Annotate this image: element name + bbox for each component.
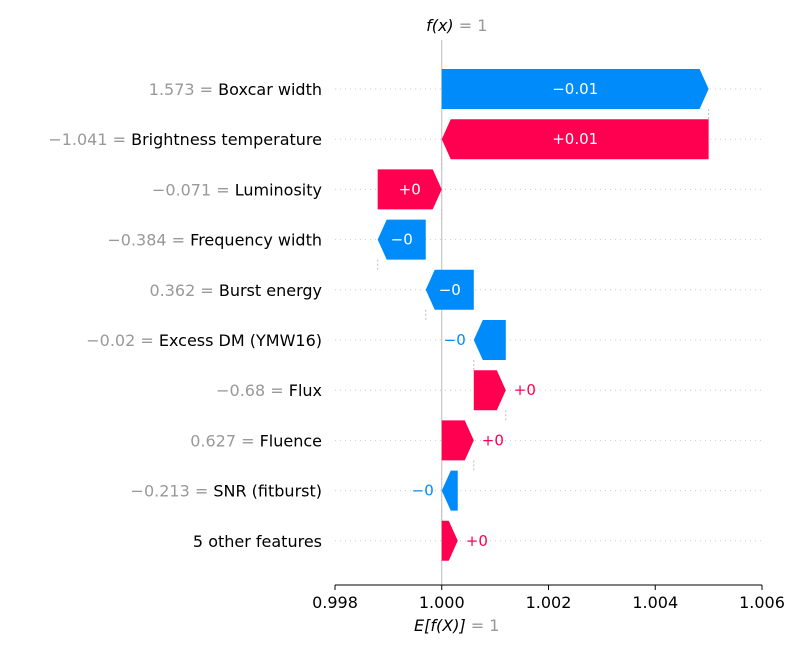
bar-value-label: +0 — [482, 431, 504, 449]
feature-name: Fluence — [260, 431, 322, 450]
feature-value: 0.627 = — [190, 431, 259, 450]
feature-label: 0.627 = Fluence — [190, 431, 322, 450]
feature-value: −1.041 = — [48, 130, 131, 149]
feature-name: Frequency width — [190, 231, 322, 250]
x-tick-label: 1.002 — [526, 593, 572, 612]
base-value-annotation: E[f(X)] = 1 — [414, 616, 499, 635]
bar-fluence — [441, 420, 474, 461]
feature-label: −1.041 = Brightness temperature — [48, 130, 322, 149]
feature-label: −0.02 = Excess DM (YMW16) — [86, 331, 322, 350]
bar-value-label: −0 — [391, 231, 413, 249]
bar-value-label: +0.01 — [552, 130, 598, 148]
feature-label: −0.384 = Frequency width — [107, 231, 322, 250]
bar-boxcar-width — [441, 69, 709, 109]
feature-name: Excess DM (YMW16) — [159, 331, 322, 350]
x-tick-label: 1.006 — [739, 593, 785, 612]
bars: −0.01 +0.01 +0 −0 −0 −0 +0 +0 −0 +0 — [377, 69, 710, 561]
bar-value-label: −0 — [439, 281, 461, 299]
feature-label: 5 other features — [193, 532, 322, 551]
feature-value: −0.213 = — [131, 482, 214, 501]
feature-name: SNR (fitburst) — [213, 482, 322, 501]
feature-value: −0.384 = — [107, 231, 190, 250]
feature-label: 0.362 = Burst energy — [149, 281, 322, 300]
feature-value: −0.68 = — [216, 381, 289, 400]
feature-value: 1.573 = — [149, 80, 218, 99]
bar-luminosity — [377, 169, 442, 210]
bar-burst-energy — [425, 269, 474, 310]
bar-snr-fitburst- — [441, 470, 458, 511]
x-tick-label: 1.004 — [632, 593, 678, 612]
feature-value: 0.362 = — [149, 281, 218, 300]
feature-name: Flux — [289, 381, 322, 400]
feature-label: 1.573 = Boxcar width — [149, 80, 322, 99]
feature-name: Luminosity — [235, 180, 322, 199]
x-tick-label: 1.000 — [419, 593, 465, 612]
bar-brightness-temperature — [441, 119, 709, 160]
feature-value: −0.02 = — [86, 331, 159, 350]
bar-flux — [473, 370, 506, 411]
bar-5-other-features — [441, 520, 458, 561]
feature-label: −0.213 = SNR (fitburst) — [131, 482, 322, 501]
feature-name: Burst energy — [219, 281, 322, 300]
x-axis: 0.998 1.000 1.002 1.004 1.006 — [312, 584, 785, 612]
bar-value-label: −0 — [444, 331, 466, 349]
bar-excess-dm-ymw16- — [473, 320, 506, 360]
feature-label: −0.071 = Luminosity — [152, 180, 322, 199]
bar-value-label: −0.01 — [552, 80, 598, 98]
feature-labels: 1.573 = Boxcar width −1.041 = Brightness … — [48, 80, 322, 551]
feature-label: −0.68 = Flux — [216, 381, 322, 400]
x-tick-label: 0.998 — [312, 593, 358, 612]
feature-name: 5 other features — [193, 532, 322, 551]
bar-value-label: +0 — [514, 381, 536, 399]
output-value-annotation: f(x) = 1 — [426, 16, 487, 35]
annotations: f(x) = 1 E[f(X)] = 1 — [414, 16, 499, 635]
feature-name: Brightness temperature — [131, 130, 322, 149]
feature-name: Boxcar width — [218, 80, 322, 99]
bar-frequency-width — [377, 219, 426, 260]
bar-value-label: +0 — [466, 532, 488, 550]
bar-value-label: −0 — [412, 482, 434, 500]
feature-value: −0.071 = — [152, 180, 235, 199]
bar-value-label: +0 — [399, 180, 421, 198]
